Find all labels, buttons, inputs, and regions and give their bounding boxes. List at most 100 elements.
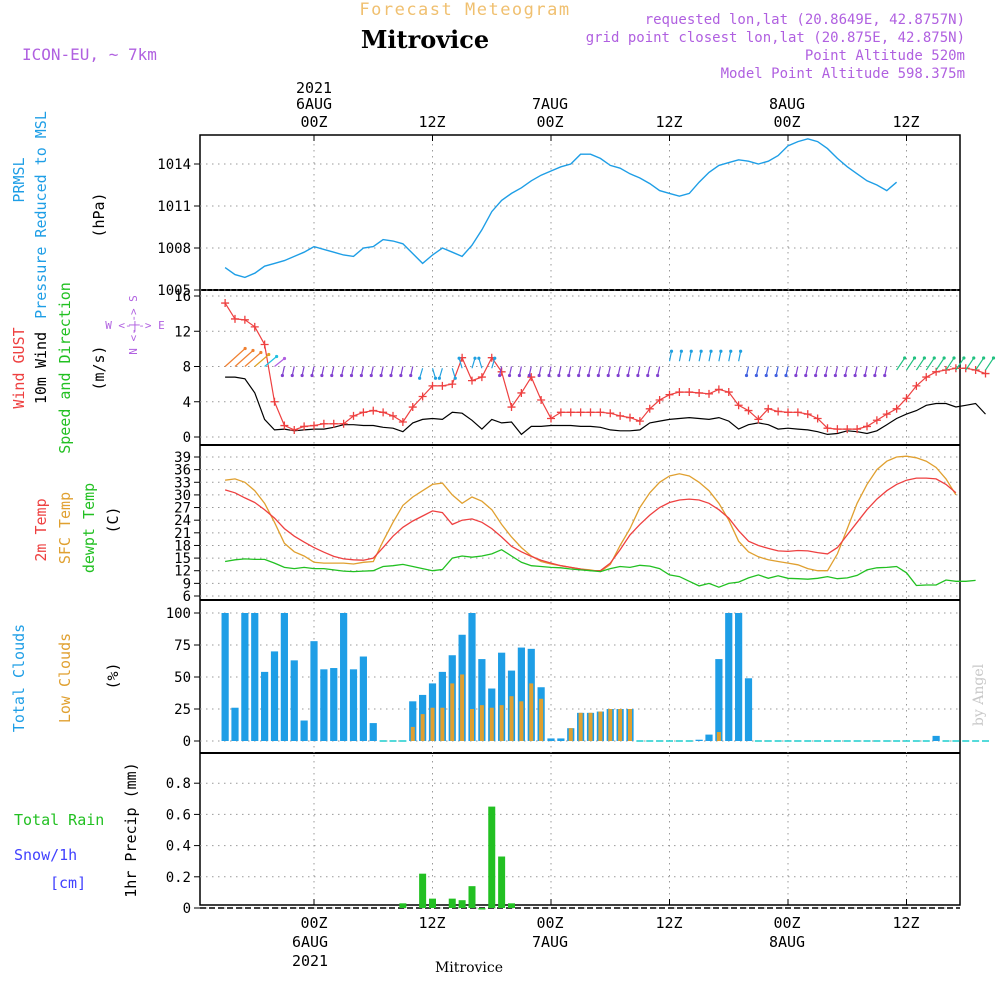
y-tick-label: 12 [174,564,191,580]
gust-marker [892,404,901,413]
wind-arrow [264,356,278,367]
top-hour-label: 12Z [418,113,445,131]
gust-marker [902,394,911,403]
temp2m-line [224,477,957,572]
wind-arrow-head [433,376,438,380]
wind-arrow-head [457,356,461,360]
wind-arrow [738,351,742,362]
bottom-hour-label: 00Z [300,914,327,932]
gust-marker [635,417,644,426]
wind-arrow [688,351,692,362]
wind-arrow-head [804,373,808,378]
y-tick-label: 0.2 [166,870,191,886]
gust-marker [823,424,832,433]
requested-coords: requested lon,lat (20.8649E, 42.8757N) [645,12,965,28]
wind-arrow [438,368,443,379]
wind-arrow-head [282,356,287,361]
low-cloud-bar [479,705,484,741]
wind-arrow-head [379,373,383,378]
wind-arrow-head [616,373,620,378]
wind-arrow-head [567,373,571,378]
wind-arrow-head [689,349,693,353]
bottom-date-7aug: 7AUG [532,933,568,951]
wind-arrow [985,357,994,371]
y-tick-label: 16 [174,289,191,305]
pressure-label: PRMSL [10,157,28,202]
low-cloud-bar [440,707,445,741]
gust-marker [882,410,891,419]
rain-bar [498,856,506,908]
wind-arrow [718,351,722,362]
rain-bar [478,908,486,910]
low-cloud-bar [716,732,721,741]
total-cloud-bar [280,613,288,741]
wind-arrow-head [719,349,723,353]
wind-arrow-head [646,373,650,378]
total-cloud-bar [231,707,239,741]
wind-arrow-head [310,373,314,378]
wind-arrow-head [922,356,926,360]
total-cloud-bar [468,613,476,741]
gust-label: Wind GUST [10,327,28,408]
bottom-date-8aug: 8AUG [769,933,805,951]
bottom-year: 2021 [292,952,328,970]
pressure-sublabel: Pressure Reduced to MSL [32,111,50,319]
wind-arrow-head [498,373,502,378]
gust-marker [705,389,713,398]
wind-arrow-head [251,348,255,353]
low-cloud-bar [460,674,465,741]
rain-bar [458,900,466,908]
low-cloud-bar [598,711,603,741]
wind-arrow [906,357,915,371]
y-tick-label: 27 [174,501,191,517]
y-tick-label: 12 [174,324,191,340]
total-cloud-bar [695,739,703,741]
model-label: ICON-EU, ~ 7km [22,45,157,64]
total-cloud-bar [498,652,506,741]
rain-bar [399,903,407,908]
gust-marker [566,408,575,417]
total-cloud-bar [725,613,733,741]
gust-marker [843,425,852,434]
wind-arrow-head [774,373,778,378]
low-cloud-bar [489,707,494,741]
wind-arrow-head [932,356,936,360]
top-date-6aug: 6AUG [296,95,332,113]
y-tick-label: 36 [174,463,191,479]
low-cloud-bar [578,712,583,741]
low-cloud-bar [628,709,632,741]
gust-marker [339,419,348,428]
wind-arrow-head [679,349,683,353]
total-cloud-bar [744,678,753,741]
gust-marker [398,418,407,427]
dewpoint-label: dewpt Temp [80,483,98,573]
total-cloud-bar [320,669,328,741]
total-cloud-bar [547,738,555,741]
wind-arrow-head [300,373,304,378]
wind-arrow-head [577,373,581,378]
sfc-temp-label: SFC Temp [56,492,74,564]
wind-arrow-head [547,373,551,378]
top-hour-label: 00Z [300,113,327,131]
gust-marker [951,364,960,373]
wind-arrow-head [636,373,640,378]
gust-marker [695,388,704,397]
wind-arrow-head [912,356,917,360]
wind-arrow [458,358,463,369]
wind-arrow-head [340,373,344,378]
gust-marker [764,404,773,413]
model-altitude: Model Point Altitude 598.375m [721,66,965,82]
y-tick-label: 24 [174,513,191,529]
y-tick-label: 0.6 [166,807,191,823]
wind-arrow [728,351,732,362]
gust-marker [576,408,585,417]
gust-marker [912,381,921,390]
gust-marker [655,395,664,404]
gust-marker [744,406,753,415]
pressure-unit: (hPa) [90,192,108,237]
wind-arrow-head [952,356,956,360]
y-tick-label: 0 [183,901,191,917]
total-cloud-bar [438,671,446,741]
y-tick-label: 100 [166,606,191,622]
wind-arrow-head [557,373,561,378]
